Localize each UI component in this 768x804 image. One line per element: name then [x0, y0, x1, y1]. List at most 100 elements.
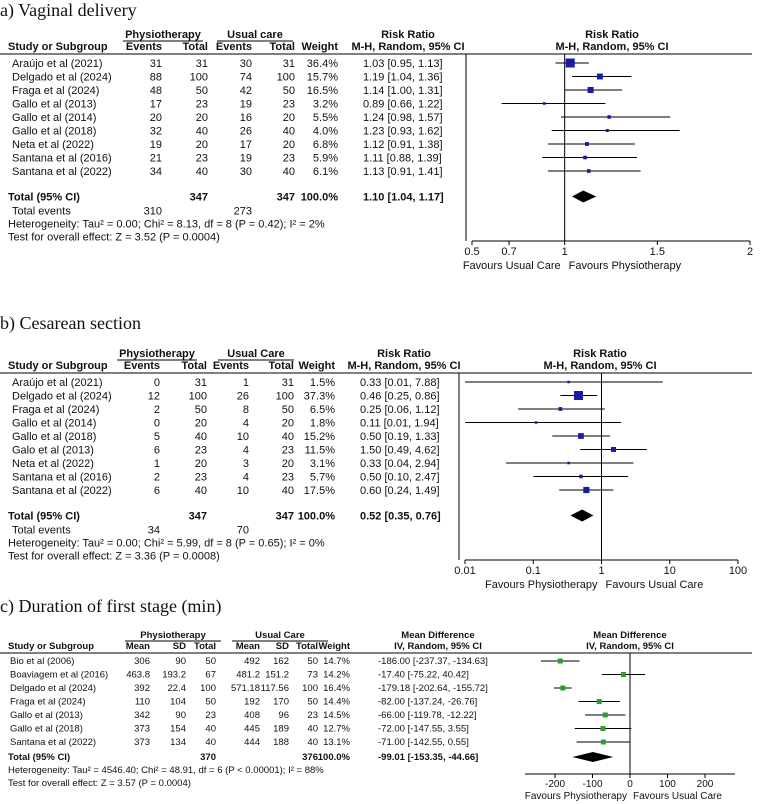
col-rr-method: M-H, Random, 95% CI — [351, 41, 464, 53]
events2-cell: 10 — [237, 485, 249, 497]
x-tick-label: 1 — [598, 565, 604, 577]
col-total1: Total — [183, 41, 208, 53]
overall-effect-text: Test for overall effect: Z = 3.57 (P = 0… — [8, 778, 191, 789]
point-square-c-0 — [557, 658, 563, 664]
weight-cell: 16.4% — [323, 683, 350, 694]
weight-cell: 3.2% — [313, 99, 338, 111]
study-name: Gallo et al (2014) — [12, 418, 96, 430]
events1-cell: 1 — [154, 458, 160, 470]
events2-cell: 10 — [237, 431, 249, 443]
events1-cell: 21 — [150, 153, 162, 165]
point-square-a-7 — [583, 155, 587, 160]
total-events1: 34 — [148, 525, 160, 537]
weight-cell: 15.7% — [307, 72, 338, 84]
total2-cell: 100 — [276, 391, 294, 403]
ci-text-cell: 1.23 [0.93, 1.62] — [363, 126, 443, 138]
x-tick-label: 200 — [697, 779, 714, 790]
ci-text-cell: -82.00 [-137.24, -26.76] — [378, 697, 477, 708]
ci-text-cell: 0.33 [0.04, 2.94] — [360, 458, 440, 470]
weight-cell: 17.5% — [304, 485, 335, 497]
total1-cell: 40 — [195, 431, 207, 443]
events2-cell: 17 — [240, 139, 252, 151]
total2-cell: 23 — [282, 445, 294, 457]
weight-cell: 14.2% — [323, 670, 350, 681]
n1-cell: 40 — [205, 737, 216, 748]
sd1-cell: 104 — [170, 697, 186, 708]
weight-cell: 5.9% — [313, 153, 338, 165]
sd2-cell: 151.2 — [265, 670, 289, 681]
x-tick-label: -100 — [582, 779, 602, 790]
ci-text-cell: 1.12 [0.91, 1.38] — [363, 139, 443, 151]
ci-text-cell: 1.19 [1.04, 1.36] — [363, 72, 443, 84]
total2-cell: 23 — [283, 99, 295, 111]
overall-effect-text: Test for overall effect: Z = 3.36 (P = 0… — [8, 551, 220, 563]
total2-cell: 31 — [283, 58, 295, 70]
total1-cell: 23 — [195, 445, 207, 457]
total1-cell: 50 — [196, 85, 208, 97]
study-name: Neta et al (2022) — [12, 139, 94, 151]
ci-text-cell: 1.24 [0.98, 1.57] — [363, 112, 443, 124]
study-name: Gallo et al (2013) — [12, 99, 96, 111]
events1-cell: 31 — [150, 58, 162, 70]
n2-cell: 40 — [307, 724, 318, 735]
col-md-method: IV, Random, 95% CI — [394, 641, 482, 652]
col-weight: Weight — [319, 641, 351, 652]
col-total2: Total — [270, 41, 295, 53]
total1-sum: 370 — [200, 752, 216, 763]
study-name: Fraga et al (2024) — [12, 85, 99, 97]
x-tick-label: 0.5 — [464, 246, 479, 258]
weight-cell: 37.3% — [304, 391, 335, 403]
study-name: Santana et al (2022) — [12, 485, 112, 497]
pooled-diamond-a — [572, 190, 597, 203]
study-name: Santana et al (2016) — [12, 153, 112, 165]
ci-text-cell: 0.25 [0.06, 1.12] — [360, 404, 440, 416]
n1-cell: 50 — [205, 697, 216, 708]
ci-text-cell: 1.03 [0.95, 1.13] — [363, 58, 443, 70]
m2-cell: 444 — [244, 737, 260, 748]
study-name: Gallo et al (2013) — [10, 710, 83, 721]
heterogeneity-text: Heterogeneity: Tau² = 0.00; Chi² = 8.13,… — [8, 219, 325, 231]
n2-cell: 100 — [302, 683, 318, 694]
total1-cell: 31 — [196, 58, 208, 70]
total-weight: 100.0% — [318, 752, 351, 763]
x-tick-label: 0 — [627, 779, 633, 790]
group2-header: Usual care — [227, 29, 283, 41]
study-name: Gallo et al (2018) — [12, 431, 96, 443]
total2-cell: 100 — [277, 72, 295, 84]
rr-title-plot: Risk Ratio — [573, 348, 627, 360]
weight-cell: 15.2% — [304, 431, 335, 443]
events1-cell: 0 — [154, 418, 160, 430]
events1-cell: 2 — [154, 404, 160, 416]
total2-cell: 40 — [283, 126, 295, 138]
point-square-a-4 — [607, 115, 611, 119]
study-name: Gallo et al (2014) — [12, 112, 96, 124]
md-title-table: Mean Difference — [401, 630, 474, 641]
group1-header: Physiotherapy — [119, 348, 196, 360]
total2-cell: 20 — [282, 458, 294, 470]
favours-right: Favours Usual Care — [606, 579, 704, 591]
total2-sum: 347 — [277, 192, 295, 204]
sd1-cell: 90 — [175, 710, 186, 721]
point-square-a-3 — [542, 102, 546, 105]
n2-cell: 50 — [307, 656, 318, 667]
ci-text-cell: 0.33 [0.01, 7.88] — [360, 377, 440, 389]
favours-left: Favours Physiotherapy — [525, 791, 627, 802]
point-square-a-1 — [596, 73, 603, 80]
sd1-cell: 90 — [175, 656, 186, 667]
m1-cell: 306 — [134, 656, 150, 667]
point-square-b-8 — [583, 486, 590, 494]
m1-cell: 373 — [134, 737, 150, 748]
x-tick-label: 10 — [664, 565, 676, 577]
heterogeneity-text: Heterogeneity: Tau² = 4546.40; Chi² = 48… — [8, 765, 324, 776]
point-square-a-8 — [586, 169, 591, 173]
m2-cell: 192 — [244, 697, 260, 708]
n1-cell: 100 — [200, 683, 216, 694]
total-events2: 273 — [234, 206, 252, 218]
point-square-a-5 — [605, 129, 609, 132]
total-events1: 310 — [144, 206, 162, 218]
sd1-cell: 154 — [170, 724, 186, 735]
point-square-a-2 — [587, 86, 594, 94]
col-mean: Mean — [126, 641, 150, 652]
point-square-c-1 — [620, 672, 626, 677]
